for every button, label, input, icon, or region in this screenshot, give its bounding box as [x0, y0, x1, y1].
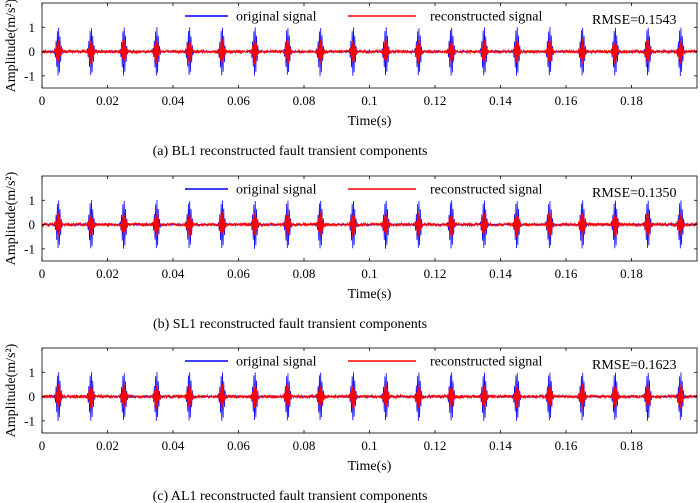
x-tick-label: 0.14: [489, 266, 512, 281]
panel-caption: (a) BL1 reconstructed fault transient co…: [153, 144, 428, 159]
x-tick-label: 0.14: [489, 438, 512, 453]
series-reconstructed: [42, 38, 697, 65]
y-axis-label: Amplitude(m/s²): [4, 0, 19, 92]
x-tick-label: 0: [39, 438, 46, 453]
y-axis-label: Amplitude(m/s²): [4, 171, 19, 265]
x-tick-label: 0.18: [620, 438, 643, 453]
rmse-annotation: RMSE=0.1623: [592, 358, 677, 373]
x-tick-label: 0.12: [424, 266, 447, 281]
y-tick-label: -1: [24, 413, 35, 428]
x-tick-label: 0: [39, 266, 46, 281]
panel-2: 0 0.02 0.04 0.06 0.08 0.1 0.12 0.14 0.16 0.18 -1 0 1…: [4, 343, 698, 503]
x-tick-label: 0.1: [361, 438, 377, 453]
plot-area: [42, 27, 697, 76]
x-tick-label: 0.06: [227, 93, 250, 108]
y-tick-label: 0: [29, 44, 36, 59]
panel-1: 0 0.02 0.04 0.06 0.08 0.1 0.12 0.14 0.16 0.18 -1 0 1…: [4, 171, 698, 332]
x-tick-label: 0.12: [424, 93, 447, 108]
x-tick-label: 0.08: [293, 266, 316, 281]
rmse-annotation: RMSE=0.1350: [592, 186, 677, 201]
x-tick-label: 0.14: [489, 93, 512, 108]
x-tick-label: 0.1: [361, 93, 377, 108]
x-tick-label: 0.06: [227, 266, 250, 281]
y-tick-label: 1: [29, 193, 36, 208]
x-tick-label: 0.04: [162, 93, 185, 108]
legend-label: original signal: [236, 355, 317, 370]
y-tick-label: -1: [24, 68, 35, 83]
x-tick-label: 0.18: [620, 93, 643, 108]
panel-caption: (b) SL1 reconstructed fault transient co…: [153, 317, 427, 332]
x-tick-label: 0.04: [162, 438, 185, 453]
x-tick-label: 0.08: [293, 438, 316, 453]
x-tick-label: 0.02: [96, 93, 119, 108]
x-tick-label: 0.06: [227, 438, 250, 453]
x-tick-label: 0.12: [424, 438, 447, 453]
x-tick-label: 0.1: [361, 266, 377, 281]
panel-caption: (c) AL1 reconstructed fault transient co…: [153, 489, 428, 503]
x-tick-label: 0.16: [555, 438, 578, 453]
x-tick-label: 0: [39, 93, 46, 108]
series-reconstructed: [42, 383, 697, 410]
x-tick-label: 0.02: [96, 266, 119, 281]
rmse-annotation: RMSE=0.1543: [592, 13, 677, 28]
x-axis-label: Time(s): [348, 459, 392, 474]
plot-area: [42, 372, 697, 422]
legend-label: original signal: [236, 10, 317, 25]
x-tick-label: 0.08: [293, 93, 316, 108]
x-tick-label: 0.16: [555, 266, 578, 281]
x-axis-label: Time(s): [348, 287, 392, 302]
x-tick-label: 0.18: [620, 266, 643, 281]
x-tick-label: 0.02: [96, 438, 119, 453]
plot-area: [42, 200, 697, 249]
y-tick-label: 0: [29, 389, 36, 404]
x-tick-label: 0.16: [555, 93, 578, 108]
y-tick-label: 0: [29, 217, 36, 232]
x-tick-label: 0.04: [162, 266, 185, 281]
x-axis-label: Time(s): [348, 114, 392, 129]
y-tick-label: -1: [24, 241, 35, 256]
y-tick-label: 1: [29, 20, 36, 35]
legend-label: reconstructed signal: [430, 355, 542, 370]
y-axis-label: Amplitude(m/s²): [4, 343, 19, 437]
y-tick-label: 1: [29, 365, 36, 380]
legend-label: reconstructed signal: [430, 10, 542, 25]
legend-label: reconstructed signal: [430, 183, 542, 198]
legend-label: original signal: [236, 183, 317, 198]
series-reconstructed: [42, 211, 697, 239]
panel-0: 0 0.02 0.04 0.06 0.08 0.1 0.12 0.14 0.16 0.18 -1 0 1…: [4, 0, 698, 159]
